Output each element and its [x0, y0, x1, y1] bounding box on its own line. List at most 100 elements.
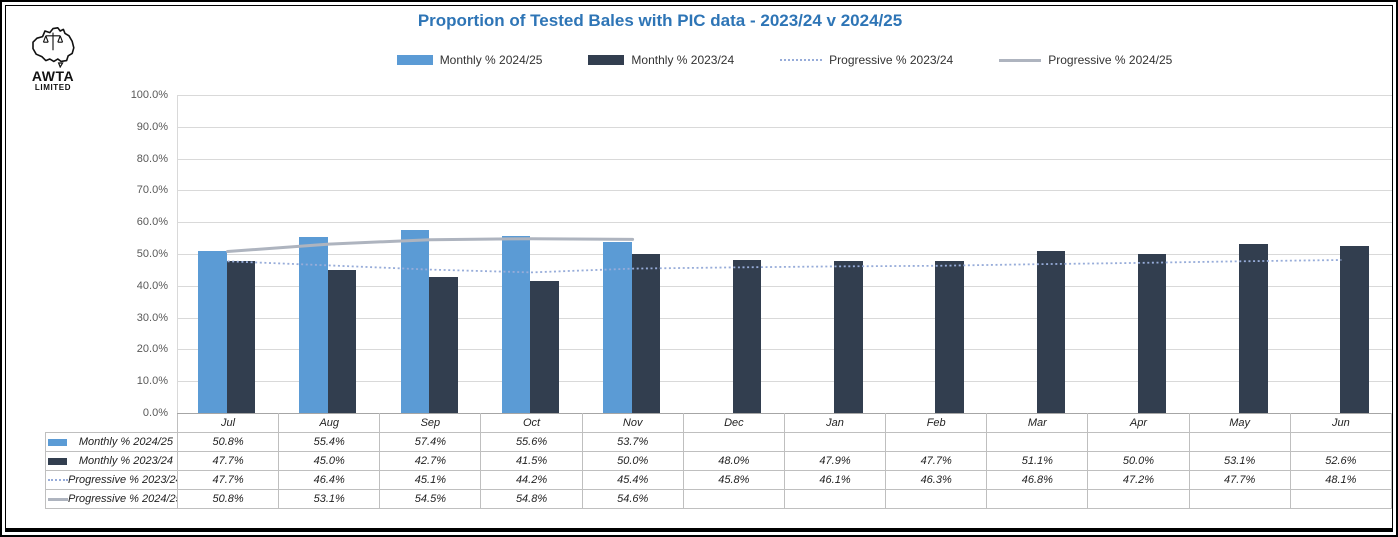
bar-monthly-2023-24-nov — [631, 254, 660, 413]
series-name-label: Progressive % 2024/25 — [68, 493, 178, 505]
legend-item-progressive-2023-24: Progressive % 2023/24 — [780, 53, 953, 67]
table-cell-monthly-2023-24-jul: 47.7% — [176, 451, 280, 471]
gridline-40.0% — [177, 285, 1392, 287]
table-cell-monthly-2023-24-aug: 45.0% — [278, 451, 381, 471]
table-month-header-jan: Jan — [783, 413, 887, 433]
progressive-2023-24-key-icon — [48, 479, 68, 481]
monthly-2023-24-key-icon — [48, 457, 67, 465]
table-cell-monthly-2024-25-sep: 57.4% — [379, 432, 482, 452]
y-axis-tick-label: 70.0% — [136, 184, 168, 197]
table-row-label-inner: Progressive % 2023/24 — [47, 474, 178, 486]
bar-monthly-2024-25-oct — [501, 236, 531, 413]
table-cell-progressive-2024-25-nov: 54.6% — [581, 489, 684, 509]
table-cell-monthly-2023-24-may: 53.1% — [1188, 451, 1291, 471]
monthly-2024-25-key-icon — [48, 438, 67, 446]
gridline-20.0% — [177, 349, 1392, 351]
table-cell-monthly-2023-24-nov: 50.0% — [581, 451, 684, 471]
bar-monthly-2023-24-jul — [226, 261, 255, 413]
bar-monthly-2024-25-sep — [400, 230, 429, 413]
table-cell-progressive-2023-24-dec: 45.8% — [682, 470, 785, 490]
table-cell-progressive-2024-25-apr — [1087, 489, 1190, 509]
progressive-lines-svg — [226, 237, 1342, 274]
table-cell-monthly-2023-24-mar: 51.1% — [986, 451, 1089, 471]
gridline-80.0% — [177, 158, 1392, 160]
bar-monthly-2024-25-aug — [299, 236, 328, 413]
table-cell-progressive-2023-24-aug: 46.4% — [278, 470, 381, 490]
bar-monthly-2023-24-jan — [834, 260, 863, 413]
y-axis-tick-label: 90.0% — [136, 120, 168, 133]
monthly-2024-25-swatch-icon — [396, 55, 433, 65]
table-row-progressive-2023-24: Progressive % 2023/24 47.7% 46.4% 45.1% 44.2… — [45, 470, 1393, 490]
table-cell-monthly-2023-24-jan: 47.9% — [783, 451, 887, 471]
table-cell-progressive-2023-24-apr: 47.2% — [1087, 470, 1190, 490]
table-month-header-sep: Sep — [379, 413, 482, 433]
table-cell-progressive-2023-24-sep: 45.1% — [379, 470, 482, 490]
table-cell-progressive-2023-24-oct: 44.2% — [480, 470, 583, 490]
gridline-90.0% — [177, 126, 1392, 128]
legend-item-monthly-2024-25: Monthly % 2024/25 — [396, 53, 542, 67]
table-row-progressive-2024-25: Progressive % 2024/25 50.8% 53.1% 54.5% 54.8… — [45, 489, 1393, 509]
y-axis-tick-label: 60.0% — [136, 216, 168, 229]
table-cell-progressive-2024-25-oct: 54.8% — [480, 489, 583, 509]
table-row-monthly-2023-24: Monthly % 2023/24 47.7% 45.0% 42.7% 41.5% 50.… — [45, 451, 1393, 471]
table-cell-progressive-2023-24-jan: 46.1% — [783, 470, 887, 490]
table-cell-monthly-2024-25-dec — [682, 432, 785, 452]
table-cell-progressive-2023-24-nov: 45.4% — [581, 470, 684, 490]
table-month-header-mar: Mar — [986, 413, 1089, 433]
table-row-monthly-2024-25: Monthly % 2024/25 50.8% 55.4% 57.4% 55.6% 53.… — [45, 432, 1393, 452]
progressive-2024-25-key-icon — [48, 497, 68, 501]
table-row-label-inner: Progressive % 2024/25 — [47, 493, 178, 505]
gridline-100.0% — [177, 95, 1392, 96]
bar-monthly-2024-25-jul — [198, 251, 227, 413]
table-cell-progressive-2023-24-may: 47.7% — [1188, 470, 1291, 490]
table-cell-monthly-2024-25-jan — [783, 432, 887, 452]
table-row-label: Monthly % 2023/24 — [45, 451, 178, 471]
table-cell-monthly-2023-24-apr: 50.0% — [1087, 451, 1190, 471]
table-cell-progressive-2024-25-sep: 54.5% — [379, 489, 482, 509]
bar-monthly-2024-25-nov — [603, 242, 632, 413]
chart-title: Proportion of Tested Bales with PIC data… — [417, 11, 903, 30]
progressive-2024-25-line — [226, 237, 635, 253]
series-name-label: Monthly % 2024/25 — [78, 436, 173, 448]
y-axis-tick-label: 10.0% — [136, 375, 168, 388]
awta-logo: AWTA LIMITED — [26, 26, 80, 92]
bar-monthly-2023-24-dec — [732, 260, 762, 413]
table-cell-progressive-2023-24-jul: 47.7% — [176, 470, 280, 490]
bar-monthly-2023-24-feb — [935, 261, 964, 413]
table-row-label: Monthly % 2024/25 — [45, 432, 178, 452]
bar-monthly-2023-24-aug — [327, 269, 357, 413]
table-cell-monthly-2023-24-jun: 52.6% — [1289, 451, 1393, 471]
table-cell-monthly-2023-24-dec: 48.0% — [682, 451, 785, 471]
y-axis-tick-label: 30.0% — [136, 311, 168, 324]
table-cell-progressive-2024-25-may — [1188, 489, 1291, 509]
table-cell-progressive-2024-25-dec — [682, 489, 785, 509]
y-axis-tick-label: 50.0% — [136, 248, 168, 260]
table-cell-monthly-2024-25-may — [1188, 432, 1291, 452]
gridline-10.0% — [177, 381, 1392, 383]
legend-item-progressive-2024-25: Progressive % 2024/25 — [999, 53, 1172, 67]
gridline-70.0% — [177, 190, 1392, 192]
table-cell-monthly-2024-25-apr — [1087, 432, 1190, 452]
table-cell-progressive-2024-25-mar — [986, 489, 1089, 509]
y-axis-tick-label: 40.0% — [136, 279, 168, 292]
table-cell-monthly-2024-25-aug: 55.4% — [278, 432, 381, 452]
table-cell-progressive-2024-25-feb — [885, 489, 988, 509]
table-cell-progressive-2024-25-jan — [783, 489, 887, 509]
table-row-label: Progressive % 2023/24 — [45, 470, 178, 490]
table-cell-progressive-2024-25-aug: 53.1% — [278, 489, 381, 509]
series-name-label: Progressive % 2023/24 — [68, 474, 178, 486]
table-cell-monthly-2023-24-oct: 41.5% — [480, 451, 583, 471]
logo-text-limited: LIMITED — [34, 83, 72, 92]
table-cell-progressive-2024-25-jul: 50.8% — [176, 489, 280, 509]
bar-monthly-2023-24-sep — [429, 277, 458, 413]
table-month-header-jul: Jul — [176, 413, 280, 433]
table-cell-monthly-2024-25-feb — [885, 432, 988, 452]
y-axis-tick-label: 100.0% — [130, 89, 168, 101]
series-name-label: Monthly % 2023/24 — [78, 455, 173, 467]
bar-monthly-2023-24-apr — [1137, 254, 1167, 413]
table-row-label-inner: Monthly % 2023/24 — [47, 455, 177, 467]
table-cell-monthly-2024-25-jul: 50.8% — [176, 432, 280, 452]
table-corner-cell — [46, 414, 178, 433]
y-axis-tick-label: 80.0% — [136, 152, 168, 165]
